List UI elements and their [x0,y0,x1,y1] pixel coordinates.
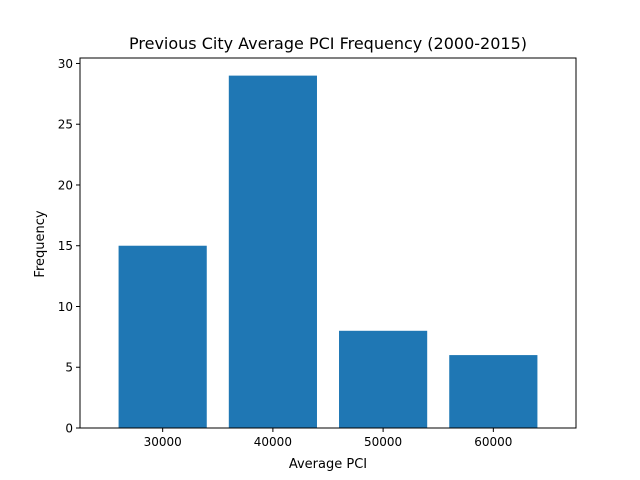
y-axis-label: Frequency [33,210,48,277]
chart-title: Previous City Average PCI Frequency (200… [129,34,527,53]
plot-frame [79,57,577,429]
bar-60000 [449,355,538,428]
x-tick-label: 30000 [144,435,182,449]
x-axis-label: Average PCI [289,457,367,472]
y-tick-label: 25 [58,118,73,132]
x-tick-label: 60000 [474,435,512,449]
y-tick-label: 30 [58,57,73,71]
y-tick-label: 20 [58,178,73,192]
bar-40000 [228,75,317,429]
y-tick-label: 10 [58,300,73,314]
bars-layer [118,75,538,429]
x-tick-label: 40000 [254,435,292,449]
bar-50000 [339,330,428,428]
x-tick-label: 50000 [364,435,402,449]
y-tick-label: 15 [58,239,73,253]
bar-30000 [118,245,207,428]
y-tick-label: 5 [65,361,73,375]
y-tick-label: 0 [65,422,73,436]
axes-layer: 0 5 10 15 20 25 30 30000 40000 50000 60000 [58,57,577,449]
